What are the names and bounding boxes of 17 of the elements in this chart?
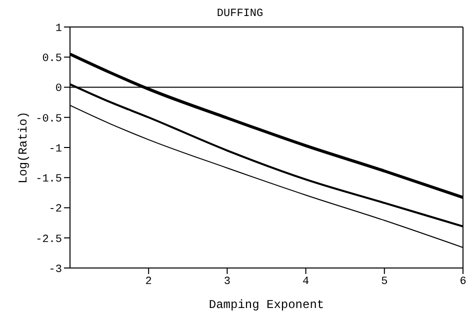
y-tick-label: 0 bbox=[55, 83, 62, 96]
chart-title: DUFFING bbox=[216, 8, 264, 20]
x-tick-label: 6 bbox=[460, 276, 466, 288]
y-tick-label: 1 bbox=[55, 22, 62, 35]
x-tick-label: 5 bbox=[381, 276, 388, 288]
x-tick-label: 4 bbox=[302, 276, 310, 288]
y-tick-label: -0.5 bbox=[36, 113, 62, 126]
y-tick-label: -1.5 bbox=[36, 174, 62, 186]
x-tick-label: 2 bbox=[145, 276, 152, 288]
y-tick-label: 0.5 bbox=[42, 53, 62, 66]
y-tick-label: -2 bbox=[48, 204, 62, 216]
x-tick-label: 3 bbox=[224, 276, 231, 288]
y-tick-label: -2.5 bbox=[36, 234, 62, 246]
y-tick-label: -3 bbox=[48, 264, 62, 276]
y-tick-label: -1 bbox=[48, 143, 62, 156]
y-axis-title: Log(Ratio) bbox=[16, 111, 30, 184]
x-axis-title: Damping Exponent bbox=[208, 298, 324, 312]
